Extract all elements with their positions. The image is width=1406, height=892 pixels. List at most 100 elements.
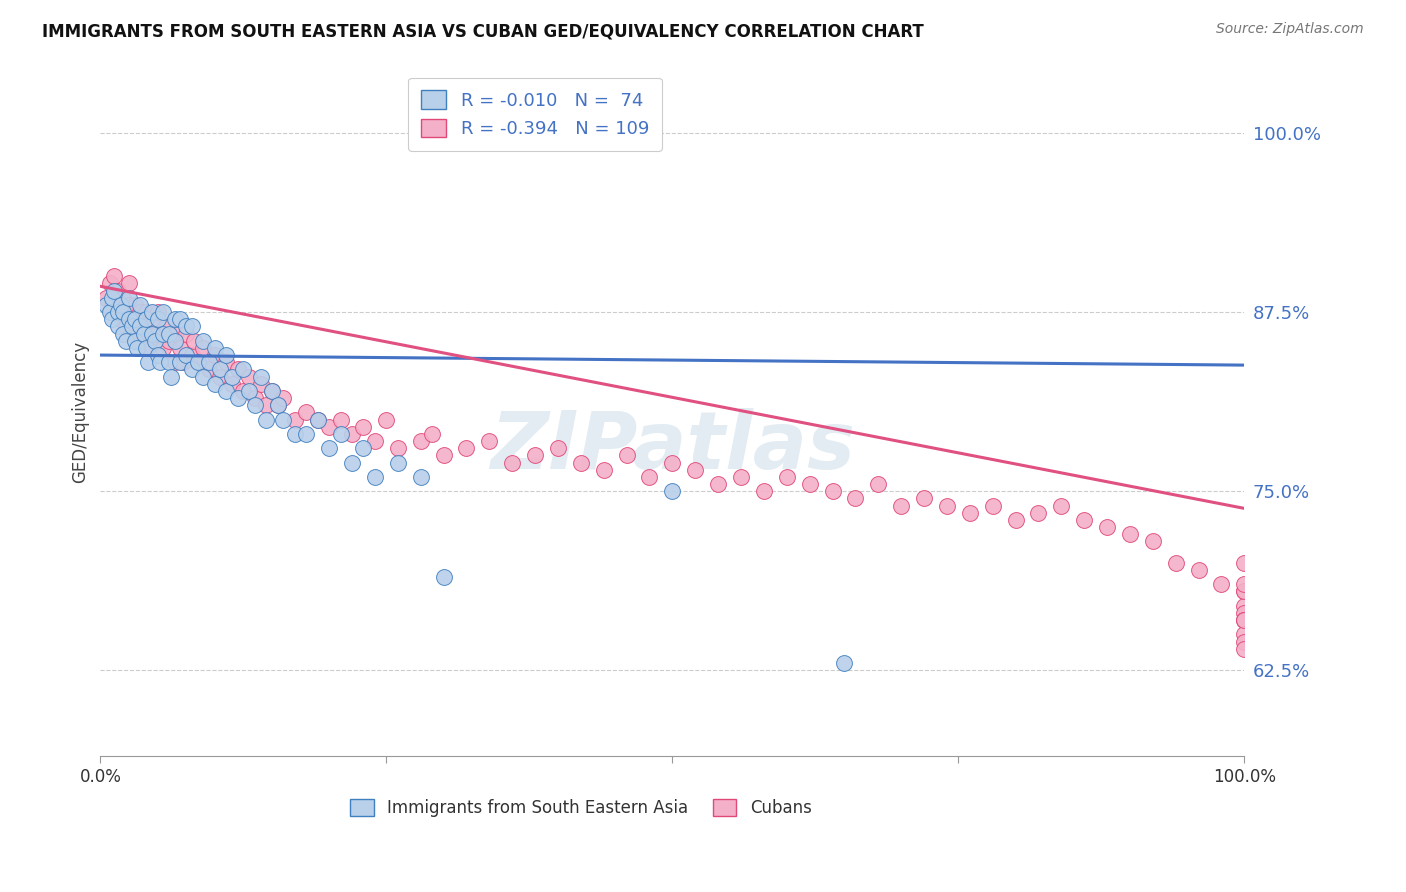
Point: [129, 298, 152, 312]
Point: [135, 326, 157, 341]
Point: [221, 369, 243, 384]
Point: [832, 656, 855, 670]
Point: [1028, 506, 1050, 520]
Point: [1233, 641, 1256, 656]
Point: [110, 312, 132, 326]
Point: [456, 441, 478, 455]
Point: [193, 341, 215, 355]
Point: [118, 298, 141, 312]
Point: [1187, 563, 1209, 577]
Point: [103, 284, 125, 298]
Text: IMMIGRANTS FROM SOUTH EASTERN ASIA VS CUBAN GED/EQUIVALENCY CORRELATION CHART: IMMIGRANTS FROM SOUTH EASTERN ASIA VS CU…: [42, 22, 924, 40]
Point: [193, 369, 215, 384]
Point: [1233, 613, 1256, 627]
Point: [266, 398, 288, 412]
Point: [157, 334, 180, 348]
Point: [174, 348, 197, 362]
Point: [318, 441, 340, 455]
Point: [478, 434, 501, 448]
Point: [707, 477, 730, 491]
Point: [353, 419, 375, 434]
Point: [193, 334, 215, 348]
Point: [107, 319, 129, 334]
Point: [124, 319, 146, 334]
Point: [1050, 499, 1073, 513]
Point: [143, 334, 166, 348]
Point: [135, 341, 157, 355]
Point: [198, 355, 221, 369]
Point: [215, 384, 238, 398]
Point: [107, 305, 129, 319]
Point: [238, 369, 260, 384]
Point: [209, 362, 232, 376]
Point: [1233, 627, 1256, 641]
Point: [821, 484, 844, 499]
Point: [752, 484, 775, 499]
Point: [329, 426, 352, 441]
Point: [409, 434, 432, 448]
Point: [94, 298, 117, 312]
Point: [318, 419, 340, 434]
Point: [295, 426, 318, 441]
Point: [730, 470, 752, 484]
Point: [129, 305, 152, 319]
Point: [204, 348, 226, 362]
Point: [172, 355, 194, 369]
Point: [959, 506, 981, 520]
Point: [187, 355, 209, 369]
Point: [364, 434, 387, 448]
Point: [141, 312, 163, 326]
Point: [616, 449, 638, 463]
Point: [638, 470, 661, 484]
Point: [132, 326, 155, 341]
Point: [249, 369, 271, 384]
Point: [174, 326, 197, 341]
Legend: Immigrants from South Eastern Asia, Cubans: Immigrants from South Eastern Asia, Cuba…: [343, 792, 818, 823]
Point: [163, 326, 186, 341]
Point: [501, 456, 523, 470]
Point: [169, 341, 191, 355]
Point: [112, 291, 135, 305]
Point: [243, 398, 266, 412]
Point: [160, 369, 183, 384]
Point: [1233, 577, 1256, 591]
Point: [152, 326, 174, 341]
Point: [776, 470, 799, 484]
Point: [124, 298, 146, 312]
Point: [209, 369, 232, 384]
Point: [138, 341, 160, 355]
Point: [844, 491, 866, 506]
Point: [432, 570, 454, 584]
Point: [163, 355, 186, 369]
Point: [114, 334, 136, 348]
Point: [121, 319, 143, 334]
Point: [138, 355, 160, 369]
Point: [284, 412, 307, 426]
Point: [1233, 584, 1256, 599]
Point: [215, 348, 238, 362]
Point: [156, 319, 179, 334]
Point: [284, 426, 307, 441]
Y-axis label: GED/Equivalency: GED/Equivalency: [72, 342, 89, 483]
Point: [152, 305, 174, 319]
Point: [226, 362, 249, 376]
Point: [1233, 613, 1256, 627]
Point: [110, 298, 132, 312]
Point: [799, 477, 821, 491]
Point: [146, 305, 169, 319]
Point: [121, 312, 143, 326]
Point: [1095, 520, 1118, 534]
Point: [118, 291, 141, 305]
Point: [1119, 527, 1142, 541]
Point: [683, 463, 706, 477]
Point: [163, 334, 186, 348]
Point: [249, 376, 271, 391]
Point: [215, 355, 238, 369]
Point: [295, 405, 318, 419]
Point: [149, 355, 172, 369]
Point: [329, 412, 352, 426]
Point: [1164, 556, 1187, 570]
Point: [353, 441, 375, 455]
Point: [1004, 513, 1026, 527]
Point: [174, 319, 197, 334]
